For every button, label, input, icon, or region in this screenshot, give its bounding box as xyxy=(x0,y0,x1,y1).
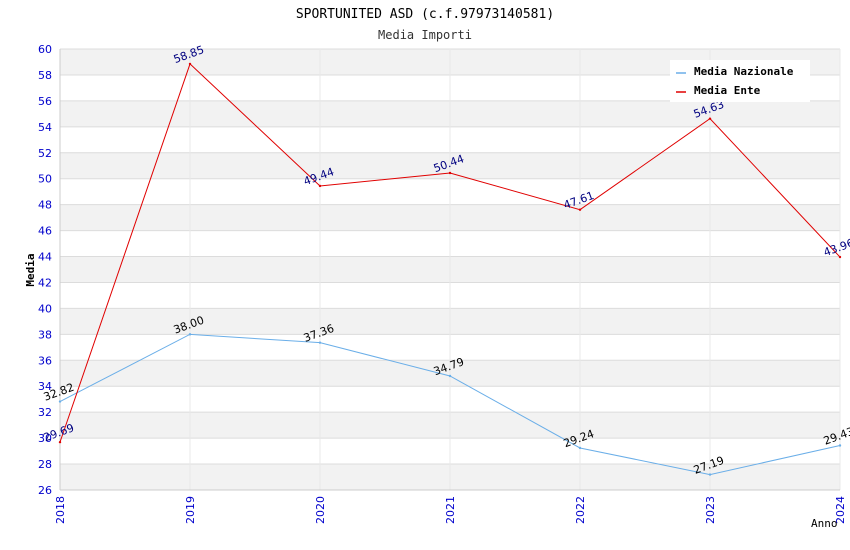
x-axis-label: Anno xyxy=(811,517,838,530)
legend-label-media-ente: Media Ente xyxy=(694,84,761,97)
data-point-media-ente xyxy=(318,184,322,188)
axes xyxy=(59,49,840,491)
y-tick-label: 56 xyxy=(38,95,52,108)
data-point-media-nazionale xyxy=(58,400,62,403)
y-tick-label: 30 xyxy=(38,432,52,445)
y-tick-label: 40 xyxy=(38,302,52,315)
y-tick-label: 36 xyxy=(38,354,52,367)
y-tick-label: 32 xyxy=(38,406,52,419)
data-point-media-ente xyxy=(578,208,582,211)
y-tick-label: 26 xyxy=(38,484,52,497)
legend-label-media-nazionale: Media Nazionale xyxy=(694,65,794,78)
x-tick-label: 2024 xyxy=(834,496,847,524)
y-tick-label: 38 xyxy=(38,328,52,341)
data-point-media-ente xyxy=(838,255,842,259)
y-tick-label: 50 xyxy=(38,173,52,186)
y-tick-label: 34 xyxy=(38,380,52,393)
y-tick-label: 58 xyxy=(38,69,52,82)
y-tick-label: 52 xyxy=(38,147,52,160)
y-tick-label: 42 xyxy=(38,276,52,289)
data-point-media-ente xyxy=(448,171,452,175)
data-point-media-ente xyxy=(708,117,712,120)
data-point-media-nazionale xyxy=(318,341,322,344)
data-point-media-nazionale xyxy=(838,444,842,447)
data-point-media-ente xyxy=(188,62,192,66)
x-tick-label: 2023 xyxy=(704,496,717,524)
x-tick-label: 2020 xyxy=(314,496,327,524)
grid-lines xyxy=(59,48,841,491)
x-tick-label: 2019 xyxy=(184,496,197,524)
series-lines xyxy=(58,62,842,476)
y-tick-label: 44 xyxy=(38,251,52,264)
x-tick-label: 2022 xyxy=(574,496,587,524)
data-point-media-ente xyxy=(58,440,62,444)
y-tick-label: 48 xyxy=(38,199,52,212)
x-tick-label: 2021 xyxy=(444,496,457,524)
y-tick-label: 60 xyxy=(38,43,52,56)
y-tick-labels: 26 28 30 32 34 36 38 40 42 44 46 48 50 52 54 56 58 60 xyxy=(38,43,52,497)
y-axis-label: Media xyxy=(24,253,37,286)
data-point-media-nazionale xyxy=(578,446,582,450)
y-tick-label: 46 xyxy=(38,225,52,238)
y-tick-label: 54 xyxy=(38,121,52,134)
y-tick-label: 28 xyxy=(38,458,52,471)
data-point-media-nazionale xyxy=(708,473,712,476)
data-point-media-nazionale xyxy=(188,333,192,336)
legend-box xyxy=(670,60,810,102)
x-tick-labels: 2018 2019 2020 2021 2022 2023 2024 xyxy=(54,496,847,524)
chart-title: SPORTUNITED ASD (c.f.97973140581) xyxy=(296,7,554,22)
x-tick-label: 2018 xyxy=(54,496,67,524)
data-point-media-nazionale xyxy=(448,374,452,378)
chart-subtitle: Media Importi xyxy=(378,28,472,42)
legend: Media Nazionale Media Ente xyxy=(670,60,810,102)
data-label-media-ente: 43.96 xyxy=(822,236,850,259)
data-label-media-ente: 29.69 xyxy=(42,421,76,444)
